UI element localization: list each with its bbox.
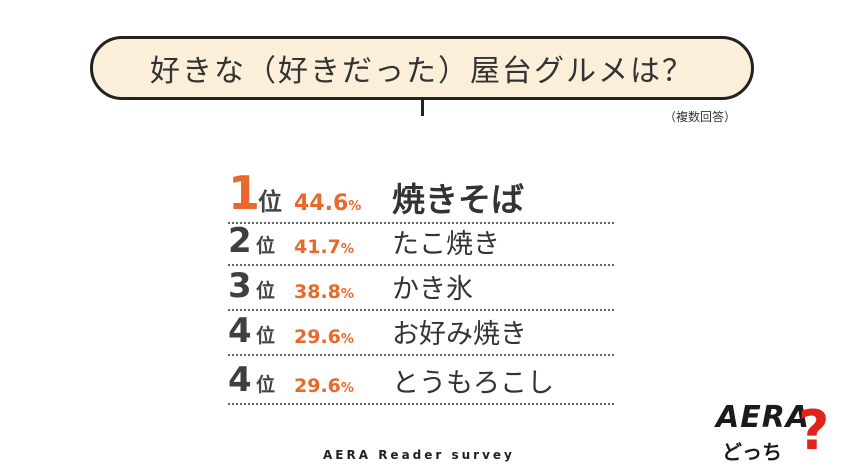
survey-source: AERA Reader survey: [323, 448, 515, 462]
rank-unit: 位: [256, 325, 276, 347]
question-mark-icon: ?: [798, 399, 830, 462]
percent-number: 44.6: [294, 191, 349, 216]
aera-dotchi-logo: AERA どっち ?: [716, 400, 830, 464]
percent-value: 41.7%: [294, 238, 354, 257]
percent-number: 29.6: [294, 375, 341, 397]
question-bubble: 好きな（好きだった）屋台グルメは？: [90, 36, 754, 100]
row-separator: [228, 222, 614, 224]
percent-sign: %: [340, 287, 354, 302]
rank-number: 4: [228, 360, 252, 400]
rank-number: 1: [228, 166, 261, 220]
table-row: 4 位 29.6% とうもろこし: [228, 362, 614, 405]
percent-sign: %: [340, 242, 354, 257]
rank-number: 2: [228, 221, 252, 261]
rank-unit: 位: [258, 188, 282, 216]
percent-value: 29.6%: [294, 328, 354, 347]
percent-sign: %: [348, 199, 362, 214]
row-separator: [228, 309, 614, 311]
percent-value: 29.6%: [294, 377, 354, 396]
rank-unit: 位: [256, 235, 276, 257]
rank-number: 3: [228, 266, 252, 306]
logo-sub: どっち: [722, 440, 782, 464]
food-item: 焼きそば: [392, 180, 524, 219]
table-row: 1 位 44.6% 焼きそば: [228, 166, 614, 224]
percent-value: 38.8%: [294, 283, 354, 302]
food-item: お好み焼き: [392, 319, 527, 350]
percent-value: 44.6%: [294, 193, 361, 215]
table-row: 2 位 41.7% たこ焼き: [228, 221, 614, 266]
bubble-tail: [421, 100, 424, 116]
percent-number: 38.8: [294, 281, 341, 303]
row-separator: [228, 403, 614, 405]
rank-unit: 位: [256, 374, 276, 396]
row-separator: [228, 264, 614, 266]
percent-sign: %: [340, 332, 354, 347]
rank-number: 4: [228, 311, 252, 351]
percent-sign: %: [340, 381, 354, 396]
food-item: たこ焼き: [392, 229, 500, 260]
multiple-answer-note: （複数回答）: [664, 110, 737, 124]
table-row: 3 位 38.8% かき氷: [228, 266, 614, 311]
logo-text: AERA: [716, 400, 811, 435]
percent-number: 41.7: [294, 236, 341, 258]
row-separator: [228, 354, 614, 356]
food-item: かき氷: [392, 274, 473, 305]
table-row: 4 位 29.6% お好み焼き: [228, 311, 614, 356]
percent-number: 29.6: [294, 326, 341, 348]
rank-unit: 位: [256, 280, 276, 302]
question-title: 好きな（好きだった）屋台グルメは？: [150, 54, 694, 89]
food-item: とうもろこし: [392, 368, 554, 399]
